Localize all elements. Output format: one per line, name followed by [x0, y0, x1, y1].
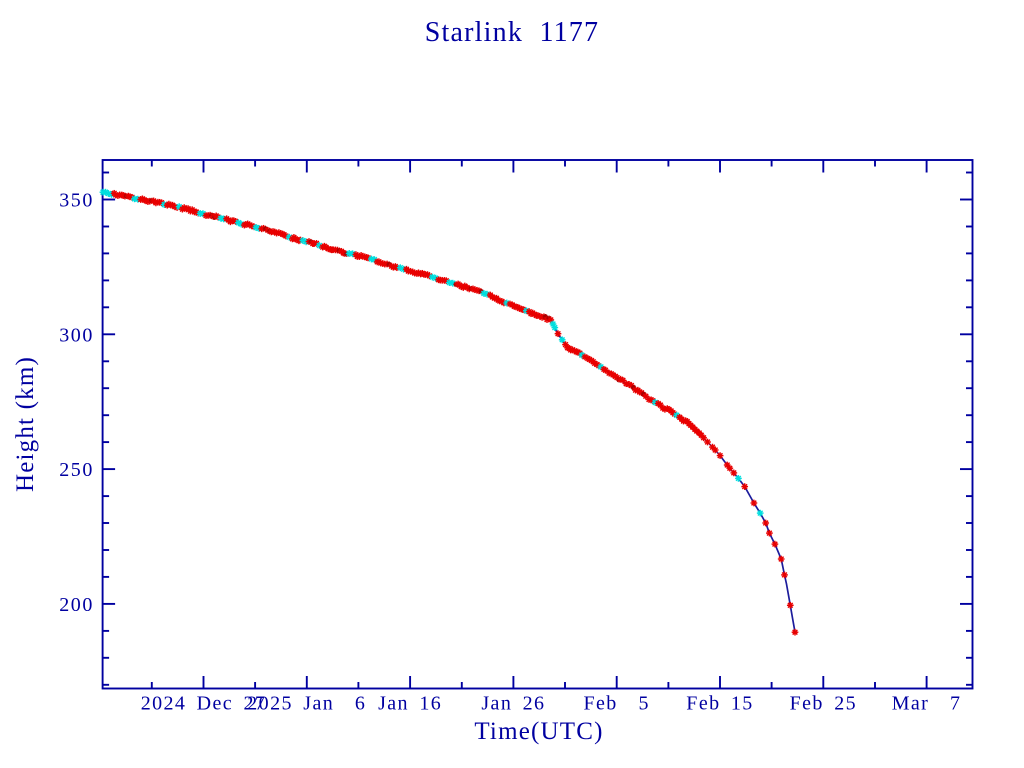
svg-text:2025 Jan 6: 2025 Jan 6 — [247, 693, 366, 715]
svg-text:Jan 16: Jan 16 — [378, 693, 442, 715]
svg-text:Height (km): Height (km) — [12, 356, 39, 492]
svg-text:Feb 25: Feb 25 — [790, 693, 857, 715]
svg-text:Starlink 1177: Starlink 1177 — [425, 17, 599, 48]
svg-text:2024 Dec 27: 2024 Dec 27 — [141, 693, 267, 715]
svg-text:Jan 26: Jan 26 — [481, 693, 545, 715]
svg-text:Feb 5: Feb 5 — [583, 693, 649, 715]
svg-text:Feb 15: Feb 15 — [686, 693, 753, 715]
svg-text:250: 250 — [59, 459, 94, 481]
svg-text:350: 350 — [59, 190, 94, 212]
svg-text:Time(UTC): Time(UTC) — [474, 718, 603, 745]
svg-text:200: 200 — [59, 594, 94, 616]
svg-text:300: 300 — [59, 324, 94, 346]
svg-text:Mar 7: Mar 7 — [892, 693, 962, 715]
